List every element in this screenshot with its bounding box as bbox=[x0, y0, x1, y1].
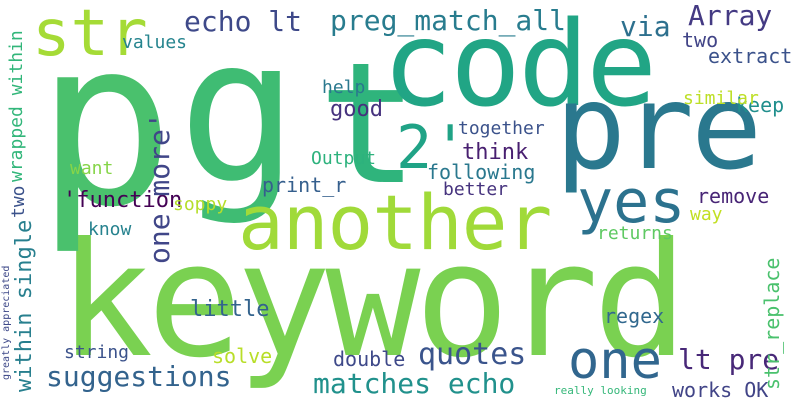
word-remove: remove bbox=[697, 184, 770, 208]
word-greatly-appreciated: greatly appreciated bbox=[1, 265, 12, 380]
word-help: help bbox=[322, 77, 366, 98]
word-function: 'function bbox=[63, 188, 183, 213]
word-pre: pre bbox=[555, 58, 762, 196]
word-via: via bbox=[620, 10, 671, 43]
word-g: g bbox=[178, 0, 299, 228]
word-within-single: within single bbox=[12, 219, 37, 392]
word-two: two bbox=[682, 28, 719, 52]
word-preg-match-all: preg_match_all bbox=[330, 4, 567, 37]
word-2-quote: 2' bbox=[396, 113, 469, 183]
word-two-vertical: two bbox=[8, 185, 29, 218]
word-values: values bbox=[122, 32, 188, 53]
word-good: good bbox=[330, 97, 383, 122]
word-lt-pre: lt pre bbox=[678, 343, 780, 376]
word-matches-echo: matches echo bbox=[313, 367, 516, 400]
word-double: double bbox=[333, 347, 406, 371]
word-way: way bbox=[690, 204, 723, 225]
word-p: p bbox=[36, 0, 175, 258]
word-regex: regex bbox=[604, 304, 665, 328]
word-keep: keep bbox=[736, 93, 785, 117]
word-want: want bbox=[70, 158, 114, 179]
word-solve: solve bbox=[212, 344, 273, 368]
word-soppy: soppy bbox=[173, 194, 228, 215]
word-keyword: keyword bbox=[58, 209, 688, 393]
word-know: know bbox=[88, 219, 132, 240]
word-t: t bbox=[318, 26, 420, 222]
word-another: another bbox=[238, 178, 552, 267]
word-suggestions: suggestions bbox=[46, 360, 232, 393]
word-str-replace: str_replace bbox=[760, 257, 784, 390]
word-extract: extract bbox=[708, 44, 793, 68]
word-print-r: print_r bbox=[262, 173, 347, 197]
word-think: think bbox=[462, 140, 529, 165]
word-output: Output bbox=[311, 148, 377, 169]
word-little: little bbox=[190, 297, 270, 322]
word-quotes: quotes bbox=[418, 337, 527, 372]
word-returns: returns bbox=[597, 223, 673, 244]
word-yes: yes bbox=[577, 167, 686, 237]
word-following: following bbox=[427, 160, 536, 184]
word-better: better bbox=[443, 179, 509, 200]
word-echo-lt: echo lt bbox=[184, 5, 303, 38]
word-wrapped-within: wrapped within bbox=[6, 30, 27, 182]
word-similar: similar bbox=[683, 88, 759, 109]
word-str: str bbox=[32, 0, 148, 71]
word-string: string bbox=[64, 342, 130, 363]
word-really-looking: really looking bbox=[554, 384, 647, 397]
word-one-more: one more' bbox=[143, 112, 176, 264]
word-works-ok: works OK bbox=[672, 378, 769, 400]
word-together: together bbox=[458, 118, 545, 139]
word-array: Array bbox=[688, 0, 773, 32]
word-one: one bbox=[568, 331, 662, 391]
word-code: code bbox=[382, 0, 657, 133]
